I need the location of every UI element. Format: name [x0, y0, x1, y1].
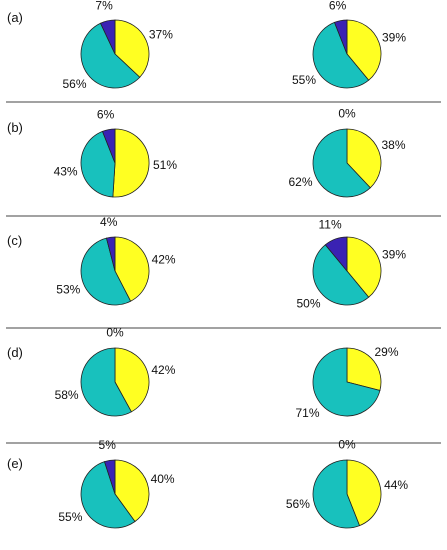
- slice-label: 43%: [54, 164, 78, 178]
- pie-slice-navy: [324, 236, 348, 273]
- pie-1-1: 37% 56% 7%: [62, 0, 173, 91]
- slice-label: 29%: [374, 345, 398, 359]
- pie-slice-yellow: [114, 459, 150, 523]
- slice-label: 5%: [99, 438, 117, 452]
- slice-label: 0%: [338, 438, 356, 452]
- pie-5-2: 44% 56% 0%: [286, 438, 408, 529]
- pie-slice-yellow: [112, 128, 150, 198]
- slice-label: 42%: [152, 253, 176, 267]
- panel-label: (c): [7, 233, 22, 248]
- panel-label: (e): [7, 456, 23, 471]
- pie-slice-navy: [101, 128, 116, 164]
- slice-label: 6%: [97, 107, 115, 121]
- pie-slice-navy: [105, 236, 116, 272]
- slice-label: 4%: [100, 215, 118, 229]
- panel-label: (b): [7, 120, 23, 135]
- pie-4-2: 29% 71%: [295, 345, 398, 420]
- slice-label: 55%: [58, 510, 82, 524]
- pie-slice-navy: [99, 19, 116, 55]
- slice-label: 0%: [106, 326, 124, 340]
- slice-label: 53%: [56, 282, 80, 296]
- slice-label: 6%: [329, 0, 347, 12]
- pie-2-2: 38% 62% 0%: [288, 107, 406, 198]
- pie-slice-teal: [80, 22, 141, 89]
- panel-1: (a) 37% 56% 7% 39% 55% 6%: [7, 0, 406, 91]
- pie-slice-teal: [80, 347, 132, 417]
- slice-label: 40%: [151, 472, 175, 486]
- pie-3-1: 42% 53% 4%: [56, 215, 176, 306]
- panel-label: (d): [7, 345, 23, 360]
- pie-1-2: 39% 55% 6%: [292, 0, 406, 89]
- panel-2: (b) 51% 43% 6% 38% 62% 0%: [7, 107, 406, 198]
- pie-slice-yellow: [346, 347, 382, 391]
- panel-5: (e) 40% 55% 5% 44% 56% 0%: [7, 438, 408, 529]
- slice-label: 0%: [338, 107, 356, 121]
- slice-label: 71%: [295, 406, 319, 420]
- slice-label: 37%: [149, 28, 173, 42]
- pie-slice-teal: [312, 347, 381, 417]
- slice-label: 38%: [381, 138, 405, 152]
- pie-slice-teal: [312, 459, 361, 529]
- slice-label: 55%: [292, 73, 316, 87]
- pie-slice-navy: [333, 19, 348, 55]
- pie-slice-yellow: [346, 19, 382, 81]
- slice-label: 56%: [62, 77, 86, 91]
- panel-3: (c) 42% 53% 4% 39% 50% 11%: [7, 215, 406, 311]
- pie-5-1: 40% 55% 5%: [58, 438, 175, 529]
- slice-label: 39%: [382, 248, 406, 262]
- pie-slice-yellow: [114, 236, 150, 302]
- pie-slice-yellow: [346, 236, 382, 298]
- panel-label: (a): [7, 10, 23, 25]
- slice-label: 51%: [153, 158, 177, 172]
- slice-label: 56%: [286, 497, 310, 511]
- pie-slice-teal: [312, 128, 371, 198]
- pie-slice-yellow: [346, 459, 382, 527]
- pie-2-1: 51% 43% 6%: [54, 107, 177, 198]
- pie-slice-teal: [312, 21, 370, 89]
- slice-label: 11%: [319, 218, 342, 232]
- pie-slice-teal: [80, 461, 136, 529]
- pie-4-1: 42% 58% 0%: [55, 326, 176, 417]
- slice-label: 50%: [296, 296, 320, 310]
- pie-slice-teal: [312, 244, 370, 306]
- pie-slice-yellow: [114, 19, 150, 78]
- slice-label: 62%: [288, 175, 312, 189]
- pie-3-2: 39% 50% 11%: [296, 218, 406, 311]
- slice-label: 44%: [384, 478, 408, 492]
- panel-4: (d) 42% 58% 0% 29% 71%: [7, 326, 399, 421]
- slice-label: 42%: [151, 363, 175, 377]
- slice-label: 39%: [382, 31, 406, 45]
- pie-slice-teal: [80, 237, 132, 306]
- pie-slice-navy: [103, 459, 116, 495]
- slice-label: 7%: [95, 0, 113, 13]
- slice-label: 58%: [55, 388, 79, 402]
- pie-slice-yellow: [114, 347, 150, 413]
- pie-slice-yellow: [346, 128, 382, 189]
- pie-slice-teal: [80, 130, 116, 198]
